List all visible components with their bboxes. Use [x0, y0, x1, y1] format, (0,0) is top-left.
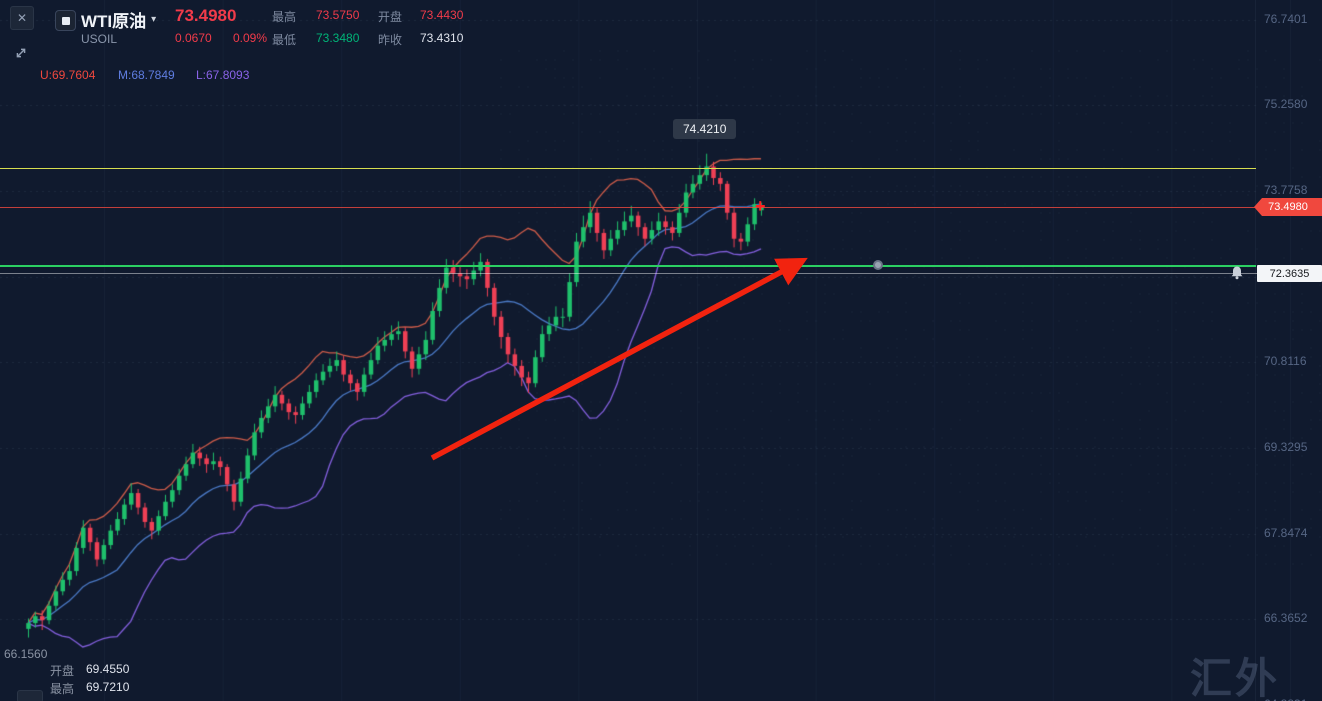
last-price-crosshair-icon: + [755, 196, 766, 216]
price-change-percent: 0.09% [233, 31, 268, 45]
bottom-open-value: 69.4550 [86, 662, 130, 676]
alert-line[interactable] [0, 273, 1257, 274]
high-value: 73.5750 [316, 8, 360, 22]
price-change: 0.0670 [175, 31, 212, 45]
y-axis-label: 76.7401 [1264, 12, 1308, 26]
bollinger-lower-legend: L:67.8093 [196, 68, 250, 82]
symbol-logo-icon [61, 16, 70, 25]
chevron-down-icon: ▾ [151, 14, 157, 25]
prev-close-value: 73.4310 [420, 31, 464, 45]
y-axis-label: 73.7758 [1264, 183, 1308, 197]
watermark: 汇外网 [1190, 655, 1281, 701]
expand-icon [16, 48, 26, 58]
bollinger-middle-legend: M:68.7849 [118, 68, 175, 82]
alert-bell-icon[interactable] [1230, 265, 1244, 280]
bottom-high-label: 最高 [50, 682, 75, 696]
close-icon: ✕ [16, 11, 28, 25]
bollinger-upper-legend: U:69.7604 [40, 68, 96, 82]
symbol-selector[interactable]: WTI原油 ▾ [81, 7, 156, 32]
bottom-scale-value: 66.1560 [4, 647, 48, 661]
next-panel-logo [17, 690, 43, 701]
current-price-tag: 73.4980 [1254, 198, 1322, 216]
last-price: 73.4980 [175, 6, 237, 25]
high-label: 最高 [272, 10, 297, 24]
symbol-code: USOIL [81, 32, 118, 46]
expand-button[interactable] [10, 42, 32, 64]
symbol-title: WTI原油 [81, 12, 147, 31]
support-line[interactable] [0, 265, 1256, 267]
y-axis-label: 75.2580 [1264, 97, 1308, 111]
support-line-handle[interactable] [873, 260, 883, 270]
axis-separator [1255, 0, 1256, 701]
prev-close-label: 昨收 [378, 33, 403, 47]
y-axis-label: 67.8474 [1264, 526, 1308, 540]
close-button[interactable]: ✕ [10, 6, 34, 30]
symbol-logo [55, 10, 76, 31]
bottom-high-value: 69.7210 [86, 680, 130, 694]
open-value: 73.4430 [420, 8, 464, 22]
y-axis-label: 69.3295 [1264, 440, 1308, 454]
y-axis-label: 64.8831 [1264, 697, 1307, 701]
peak-tooltip: 74.4210 [673, 119, 737, 139]
y-axis-label: 66.3652 [1264, 611, 1308, 625]
current-price-line [0, 207, 1256, 208]
y-axis-label: 70.8116 [1264, 354, 1307, 368]
low-label: 最低 [272, 33, 297, 47]
alert-price-tag[interactable]: 72.3635 [1257, 265, 1322, 282]
open-label: 开盘 [378, 10, 403, 24]
resistance-line[interactable] [0, 168, 1256, 169]
bottom-open-label: 开盘 [50, 664, 75, 678]
low-value: 73.3480 [316, 31, 360, 45]
